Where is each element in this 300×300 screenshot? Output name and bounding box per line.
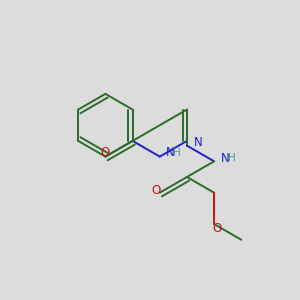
Text: O: O [152, 184, 161, 196]
Text: N: N [221, 152, 230, 164]
Text: N: N [166, 146, 175, 159]
Text: O: O [212, 221, 221, 235]
Text: O: O [101, 146, 110, 159]
Text: H: H [173, 148, 181, 158]
Text: H: H [228, 153, 236, 163]
Text: N: N [194, 136, 202, 149]
